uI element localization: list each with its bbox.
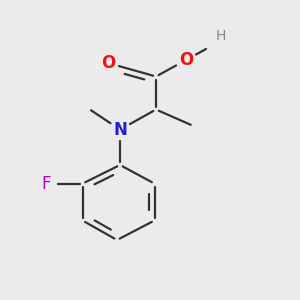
Text: H: H (216, 29, 226, 44)
Circle shape (111, 121, 129, 139)
Text: O: O (101, 54, 115, 72)
Text: F: F (42, 175, 51, 193)
Circle shape (207, 34, 225, 52)
Circle shape (38, 175, 56, 193)
Text: O: O (179, 51, 193, 69)
Circle shape (177, 51, 195, 69)
Text: N: N (113, 121, 127, 139)
Circle shape (99, 54, 117, 72)
